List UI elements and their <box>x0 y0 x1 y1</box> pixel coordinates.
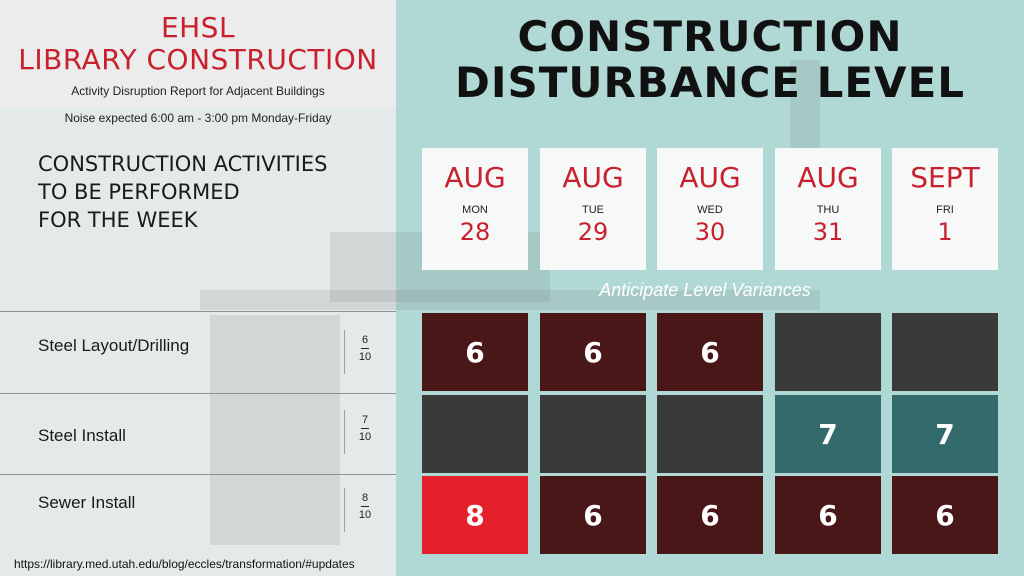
level-cell: 6 <box>892 476 998 554</box>
row-divider <box>0 474 396 475</box>
weekday-label: TUE <box>582 204 604 216</box>
row-divider <box>0 311 396 312</box>
activity-label: Sewer Install <box>38 493 136 512</box>
org-line: EHSL <box>160 11 236 44</box>
level-divider <box>344 330 345 374</box>
date-number: 29 <box>577 218 609 246</box>
level-cell: 6 <box>657 313 763 391</box>
day-card-tue: AUG TUE 29 <box>540 148 646 270</box>
month-label: AUG <box>562 161 624 194</box>
weekday-label: THU <box>816 204 840 216</box>
day-card-thu: AUG THU 31 <box>775 148 881 270</box>
level-cell: 6 <box>540 313 646 391</box>
level-cell <box>775 313 881 391</box>
day-card-fri: SEPT FRI 1 <box>892 148 998 270</box>
day-card-wed: AUG WED 30 <box>657 148 763 270</box>
weekday-label: WED <box>697 204 723 216</box>
level-cell: 7 <box>775 395 881 473</box>
project-line: LIBRARY CONSTRUCTION <box>18 43 378 76</box>
activity-label: Steel Install <box>38 426 126 445</box>
level-cell: 6 <box>657 476 763 554</box>
month-label: AUG <box>444 161 506 194</box>
report-subtitle: Activity Disruption Report for Adjacent … <box>71 84 325 98</box>
date-number: 28 <box>459 218 491 246</box>
level-cell: 6 <box>422 313 528 391</box>
variance-note: Anticipate Level Variances <box>599 280 811 300</box>
max-level: 6 10 <box>358 334 372 363</box>
max-level: 8 10 <box>358 492 372 521</box>
level-cell <box>892 313 998 391</box>
max-level: 7 10 <box>358 414 372 443</box>
level-cell <box>657 395 763 473</box>
building-silhouette <box>200 290 820 310</box>
main-title: CONSTRUCTION DISTURBANCE LEVEL <box>454 12 966 107</box>
date-number: 31 <box>812 218 844 246</box>
level-divider <box>344 410 345 454</box>
weekday-label: FRI <box>936 204 954 216</box>
date-number: 1 <box>937 218 953 246</box>
activities-heading: CONSTRUCTION ACTIVITIES TO BE PERFORMED … <box>38 152 328 232</box>
level-cell <box>422 395 528 473</box>
building-silhouette <box>210 315 340 545</box>
left-header-band <box>0 0 396 108</box>
day-card-mon: AUG MON 28 <box>422 148 528 270</box>
source-url[interactable]: https://library.med.utah.edu/blog/eccles… <box>14 557 355 571</box>
month-label: AUG <box>797 161 859 194</box>
noise-note: Noise expected 6:00 am - 3:00 pm Monday-… <box>64 111 332 125</box>
weekday-label: MON <box>462 204 488 216</box>
library-title: EHSL LIBRARY CONSTRUCTION <box>0 12 396 76</box>
level-cell <box>540 395 646 473</box>
level-cell: 6 <box>540 476 646 554</box>
month-label: AUG <box>679 161 741 194</box>
level-divider <box>344 488 345 532</box>
activity-label: Steel Layout/Drilling <box>38 336 190 355</box>
date-number: 30 <box>694 218 726 246</box>
month-label: SEPT <box>910 161 980 194</box>
level-cell: 8 <box>422 476 528 554</box>
row-divider <box>0 393 396 394</box>
level-cell: 7 <box>892 395 998 473</box>
level-cell: 6 <box>775 476 881 554</box>
